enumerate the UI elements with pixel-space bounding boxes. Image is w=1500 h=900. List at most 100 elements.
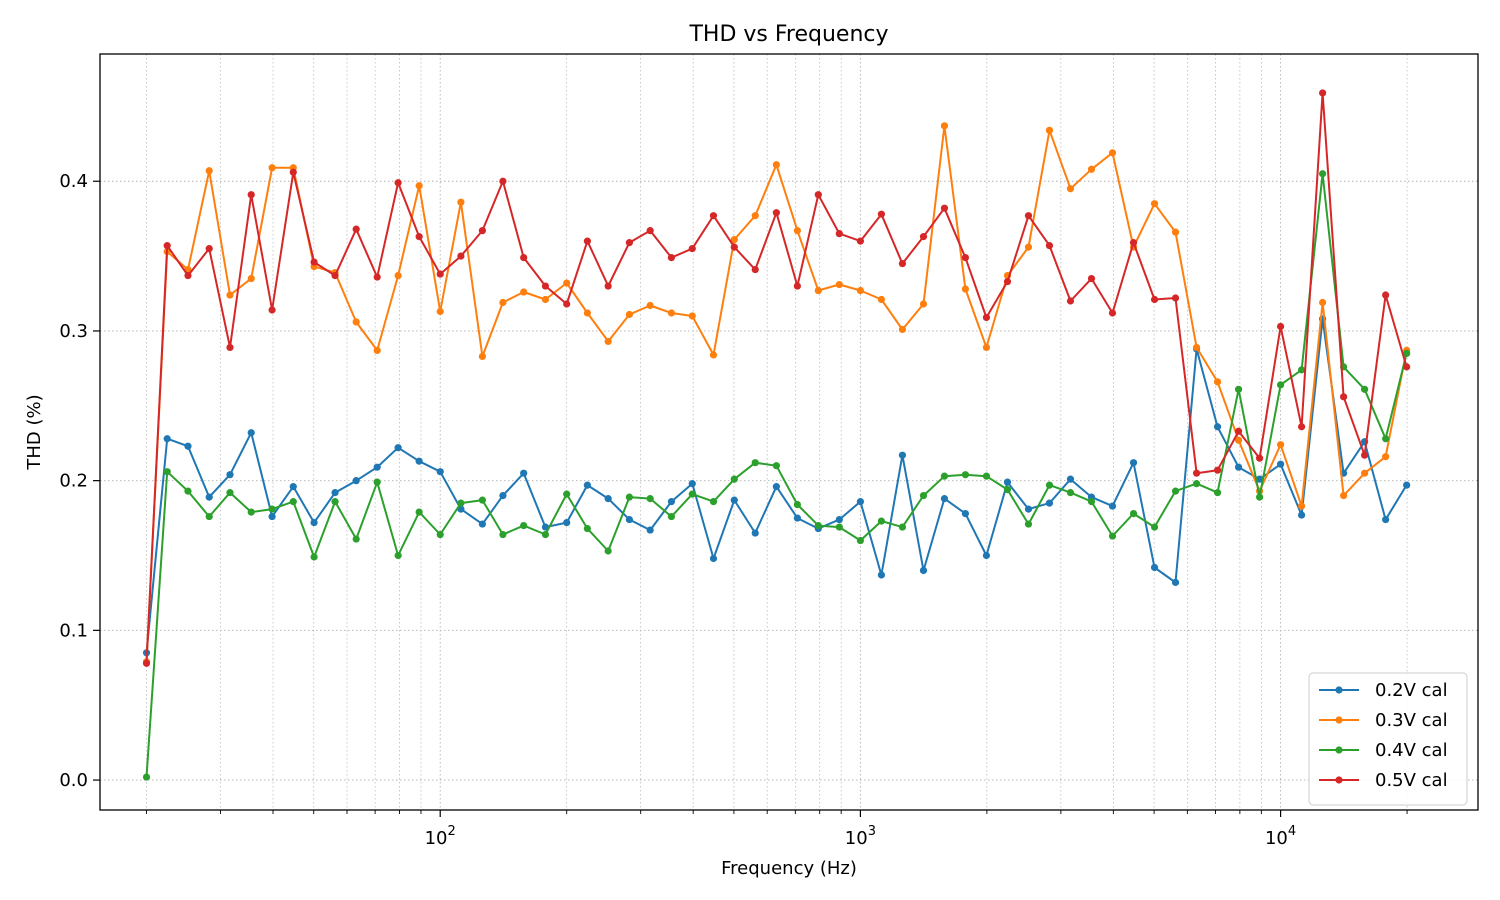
data-point	[1003, 277, 1012, 286]
data-point	[583, 524, 591, 533]
data-point	[604, 495, 612, 503]
data-point	[1340, 393, 1348, 401]
data-point	[1087, 274, 1096, 283]
data-point	[1403, 349, 1411, 358]
data-point	[1403, 363, 1411, 371]
data-point	[1066, 489, 1075, 497]
data-point	[940, 122, 949, 130]
data-point	[1066, 185, 1075, 193]
data-point	[310, 518, 318, 527]
data-point	[457, 499, 465, 507]
data-point	[1108, 309, 1117, 317]
data-point	[1108, 502, 1117, 510]
data-point	[856, 498, 864, 506]
data-point	[856, 237, 864, 245]
data-point	[478, 227, 486, 235]
y-tick-label: 0.2	[59, 471, 88, 492]
data-point	[289, 483, 297, 491]
data-point	[247, 508, 255, 516]
legend-entry: 0.3V cal	[1319, 710, 1448, 731]
data-point	[688, 312, 696, 320]
data-point	[563, 518, 571, 527]
data-point	[1066, 297, 1075, 305]
y-tick-label: 0.0	[59, 770, 88, 791]
data-point	[1297, 366, 1306, 374]
data-point	[1382, 435, 1390, 443]
data-point	[898, 523, 907, 531]
data-point	[394, 444, 402, 452]
data-point	[1276, 441, 1285, 449]
data-point	[268, 512, 276, 521]
data-point	[1255, 493, 1264, 501]
data-point	[835, 280, 843, 289]
data-point	[1024, 212, 1033, 220]
data-point	[1319, 89, 1327, 97]
data-point	[1066, 475, 1075, 483]
legend: 0.2V cal 0.3V cal 0.4V cal 0.5V cal	[1308, 672, 1468, 806]
data-point	[919, 566, 928, 575]
data-point	[373, 478, 381, 486]
data-point	[814, 521, 822, 530]
legend-swatch-marker	[1335, 746, 1343, 754]
data-point	[1045, 481, 1054, 489]
data-point	[1087, 165, 1096, 173]
data-point	[919, 300, 928, 308]
data-point	[751, 212, 759, 220]
data-point	[563, 279, 571, 287]
data-point	[184, 271, 192, 280]
axis-ticks: 0.0 0.1 0.2 0.3 0.4 102 103 104	[59, 171, 1408, 849]
data-point	[352, 225, 360, 233]
data-point	[1171, 487, 1180, 495]
data-point	[1255, 475, 1264, 483]
data-point	[268, 306, 276, 314]
data-point	[1129, 509, 1138, 518]
data-point	[856, 536, 864, 545]
data-point	[730, 496, 738, 504]
data-point	[940, 495, 949, 503]
data-point	[541, 530, 550, 539]
data-point	[226, 291, 234, 299]
data-point	[373, 346, 381, 355]
data-point	[1213, 378, 1222, 386]
data-point	[1213, 466, 1222, 474]
data-point	[856, 286, 864, 295]
data-point	[310, 553, 318, 561]
data-point	[163, 242, 171, 250]
data-point	[772, 209, 780, 217]
data-point	[541, 295, 550, 304]
data-point	[877, 210, 886, 218]
data-point	[1024, 243, 1033, 251]
data-point	[205, 493, 213, 501]
data-point	[184, 442, 192, 450]
data-point	[667, 512, 676, 521]
data-point	[563, 300, 571, 308]
data-point	[499, 530, 507, 539]
y-axis-label: THD (%)	[24, 394, 45, 470]
data-point	[940, 472, 949, 480]
data-point	[709, 554, 718, 563]
data-point	[814, 191, 822, 199]
legend-swatch-marker	[1335, 686, 1343, 694]
data-point	[541, 282, 550, 290]
chart-title: THD vs Frequency	[688, 22, 888, 47]
x-axis-label: Frequency (Hz)	[721, 858, 857, 879]
data-point	[1255, 454, 1264, 462]
data-point	[310, 258, 318, 266]
data-point	[667, 309, 676, 317]
data-point	[1108, 532, 1117, 540]
data-point	[625, 493, 634, 501]
data-point	[289, 168, 297, 176]
data-point	[1192, 343, 1201, 352]
y-tick-label: 0.4	[59, 171, 88, 192]
data-point	[1171, 228, 1180, 236]
data-point	[877, 517, 886, 525]
data-point	[520, 521, 528, 530]
data-point	[1382, 291, 1390, 299]
legend-label: 0.2V cal	[1375, 680, 1448, 701]
legend-entry: 0.5V cal	[1319, 770, 1448, 791]
data-point	[1150, 295, 1159, 304]
data-point	[751, 265, 759, 274]
data-point	[646, 495, 654, 503]
y-tick-label: 0.1	[59, 620, 88, 641]
